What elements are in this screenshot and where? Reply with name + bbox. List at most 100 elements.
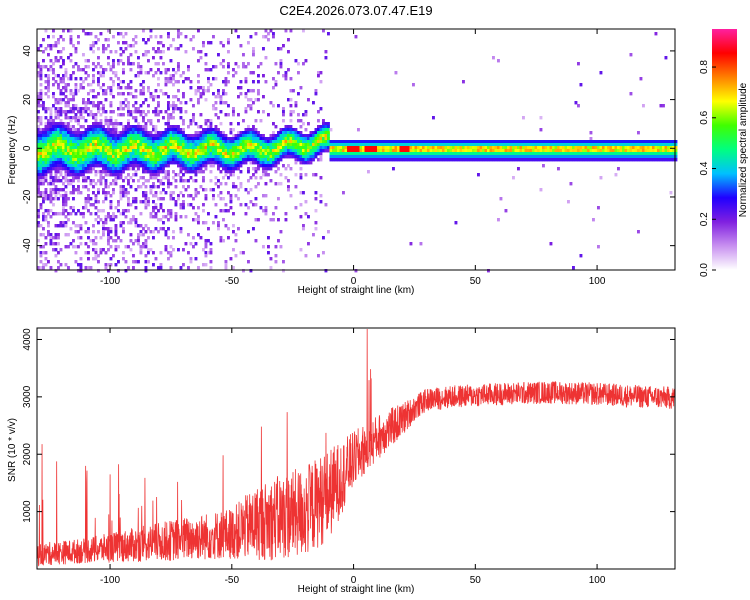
spectrogram-cell: [594, 149, 598, 153]
spectrogram-cell: [232, 212, 235, 216]
spectrogram-cell: [59, 107, 63, 111]
spectrogram-cell: [152, 158, 155, 162]
spectrogram-cell: [269, 161, 273, 165]
spectrogram-cell: [119, 86, 123, 90]
spectrogram-cell: [92, 152, 95, 156]
spectrogram-cell: [309, 158, 313, 162]
spectrogram-cell: [77, 185, 80, 189]
spectrogram-cell: [92, 143, 95, 147]
spectrogram-cell: [162, 134, 165, 138]
spectrogram-cell: [82, 116, 85, 120]
spectrogram-cell: [117, 269, 120, 273]
spectrogram-cell: [157, 104, 160, 108]
spectrogram-cell: [577, 155, 580, 159]
spectrogram-cell: [427, 155, 430, 159]
spectrogram-cell: [49, 137, 53, 141]
spectrogram-cell: [319, 149, 323, 153]
spectrogram-cell: [79, 158, 83, 162]
spectrogram-cell: [267, 251, 270, 255]
spectrogram-cell: [62, 92, 65, 96]
spectrogram-cell: [132, 44, 135, 48]
spectrogram-cell: [142, 86, 145, 90]
spectrogram-cell: [512, 158, 515, 162]
spectrogram-cell: [59, 89, 63, 93]
spectrogram-cell: [274, 260, 278, 264]
spectrogram-cell: [507, 158, 510, 162]
spectrogram-cell: [269, 140, 273, 144]
spectrogram-cell: [619, 158, 623, 162]
spectrogram-cell: [49, 47, 53, 51]
spectrogram-cell: [159, 203, 163, 207]
spectrogram-cell: [179, 152, 183, 156]
spectrogram-cell: [602, 152, 605, 156]
spectrogram-cell: [72, 185, 75, 189]
spectrogram-cell: [562, 149, 565, 153]
spectrogram-cell: [234, 161, 238, 165]
spectrogram-cell: [322, 149, 325, 153]
spectrogram-cell: [559, 146, 563, 150]
spectrogram-cell: [92, 242, 95, 246]
spectrogram-cell: [139, 245, 143, 249]
spectrogram-cell: [269, 155, 273, 159]
spectrogram-cell: [44, 128, 48, 132]
spectrogram-cell: [457, 152, 460, 156]
spectrogram-cell: [152, 152, 155, 156]
spectrogram-cell: [147, 140, 150, 144]
spectrogram-cell: [209, 122, 213, 126]
spectrogram-cell: [289, 146, 293, 150]
spectrogram-cell: [89, 83, 93, 87]
spectrogram-cell: [244, 107, 248, 111]
spectrogram-cell: [179, 101, 183, 105]
spectrogram-cell: [249, 143, 253, 147]
spectrogram-cell: [607, 140, 610, 144]
spectrogram-cell: [47, 122, 50, 126]
spectrogram-cell: [547, 146, 550, 150]
spectrogram-cell: [214, 134, 218, 138]
spectrogram-cell: [137, 149, 140, 153]
spectrogram-cell: [57, 128, 60, 132]
spectrogram-cell: [417, 155, 420, 159]
spectrogram-cell: [97, 80, 100, 84]
spectrogram-cell: [169, 161, 173, 165]
spectrogram-cell: [139, 200, 143, 204]
spectrogram-cell: [624, 149, 628, 153]
spectrogram-cell: [327, 125, 330, 129]
spectrogram-cell: [232, 68, 235, 72]
spectrogram-cell: [579, 158, 583, 162]
spectrogram-cell: [144, 146, 148, 150]
spectrogram-cell: [107, 62, 110, 66]
spectrogram-cell: [267, 245, 270, 249]
spectrogram-cell: [262, 143, 265, 147]
spectrogram-cell: [519, 155, 523, 159]
spectrogram-cell: [62, 59, 65, 63]
spectrogram-cell: [504, 209, 508, 213]
spectrogram-cell: [109, 137, 113, 141]
spectrogram-cell: [82, 176, 85, 180]
spectrogram-cell: [94, 170, 98, 174]
spectrogram-cell: [107, 227, 110, 231]
spectrogram-cell: [209, 164, 213, 168]
spectrogram-cell: [89, 170, 93, 174]
spectrogram-cell: [669, 158, 673, 162]
spectrogram-cell: [224, 260, 228, 264]
spectrogram-cell: [469, 149, 473, 153]
spectrogram-cell: [179, 131, 183, 135]
spectrogram-cell: [157, 173, 160, 177]
spectrogram-cell: [154, 212, 158, 216]
spectrogram-cell: [42, 146, 45, 150]
spectrogram-cell: [294, 158, 298, 162]
spectrogram-cell: [252, 134, 255, 138]
spectrogram-cell: [199, 86, 203, 90]
spectrogram-cell: [194, 167, 198, 171]
spectrogram-cell: [132, 167, 135, 171]
spectrogram-cell: [49, 134, 53, 138]
spectrogram-cell: [74, 143, 78, 147]
spectrogram-cell: [267, 236, 270, 240]
spectrogram-cell: [599, 149, 603, 153]
spectrogram-cell: [407, 152, 410, 156]
spectrogram-cell: [602, 158, 605, 162]
spectrogram-cell: [667, 152, 670, 156]
spectrogram-cell: [272, 35, 275, 39]
spectrogram-cell: [322, 137, 325, 141]
